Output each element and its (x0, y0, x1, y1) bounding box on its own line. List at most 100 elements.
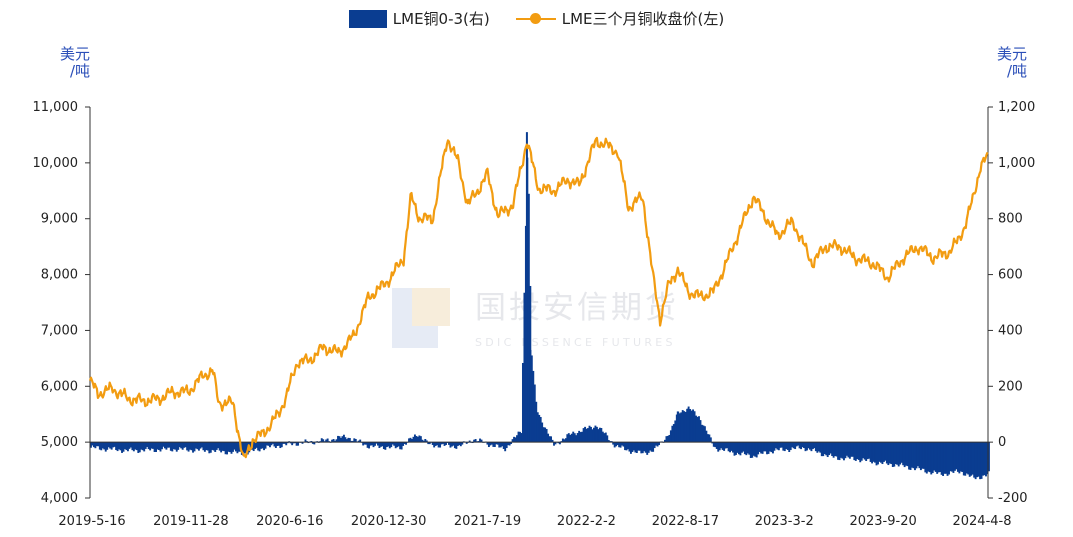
spread-bar (915, 442, 918, 469)
spread-bar (816, 442, 819, 453)
spread-bar (798, 442, 801, 449)
spread-bar (409, 437, 412, 443)
spread-bar (609, 441, 612, 443)
spread-bar (378, 442, 381, 449)
spread-bar (273, 442, 276, 447)
spread-bar (859, 442, 862, 463)
spread-bar (322, 439, 325, 443)
spread-bar (279, 442, 282, 449)
spread-bar (829, 442, 832, 454)
spread-bar (693, 411, 696, 443)
spread-bar (548, 436, 551, 443)
spread-bar (554, 442, 557, 445)
spread-bar (524, 225, 527, 443)
spread-bar (192, 442, 194, 453)
spread-bar (702, 425, 705, 443)
spread-bar (942, 442, 945, 476)
spread-bar (785, 442, 788, 450)
spread-bar (264, 442, 267, 449)
spread-bar (658, 442, 660, 446)
spread-bar (422, 440, 425, 443)
spread-bar (757, 442, 760, 455)
spread-bar (134, 442, 137, 450)
spread-bar (723, 442, 726, 451)
spread-bar (763, 442, 766, 452)
spread-bar (653, 442, 656, 449)
spread-bar (337, 435, 339, 443)
spread-bar (433, 442, 436, 448)
spread-bar (979, 442, 982, 480)
spread-bar (224, 442, 227, 455)
spread-bar (946, 442, 949, 476)
spread-bar (592, 427, 595, 443)
spread-bar (286, 442, 289, 444)
spread-bar (434, 442, 437, 446)
spread-bar (411, 438, 413, 443)
spread-bar (729, 442, 732, 453)
spread-bar (560, 441, 563, 443)
spread-bar (505, 442, 508, 449)
spread-bar (399, 442, 402, 450)
spread-bar (174, 442, 177, 450)
spread-bar (905, 442, 908, 466)
spread-bar (563, 439, 566, 443)
spread-bar (101, 442, 104, 449)
spread-bar (143, 442, 146, 452)
spread-bar (561, 438, 564, 443)
spread-bar (803, 442, 805, 449)
spread-bar (967, 442, 970, 475)
spread-bar (776, 442, 779, 450)
spread-bar (622, 442, 625, 447)
spread-bar (896, 442, 899, 465)
spread-bar (843, 442, 845, 461)
spread-bar (570, 433, 573, 443)
spread-bar (541, 422, 544, 443)
spread-bar-peak (687, 408, 690, 443)
spread-bar (347, 437, 350, 443)
spread-bar (613, 442, 616, 448)
x-tick-label: 2022-8-17 (652, 514, 719, 529)
spread-bar (455, 442, 458, 449)
spread-bar (936, 442, 939, 474)
spread-bar (590, 426, 592, 443)
spread-bar (761, 442, 764, 454)
spread-bar (797, 442, 800, 446)
spread-bar (397, 442, 400, 447)
spread-bar (103, 442, 106, 450)
spread-bar (418, 435, 421, 443)
spread-bar (955, 442, 958, 470)
x-tick-label: 2020-12-30 (351, 514, 427, 529)
spread-bar (107, 442, 110, 448)
spread-bar (899, 442, 902, 465)
spread-bar (732, 442, 734, 453)
spread-bar (683, 411, 686, 443)
spread-bar (885, 442, 888, 464)
spread-bar (338, 436, 341, 443)
spread-bar (740, 442, 743, 453)
spread-bar (831, 442, 834, 457)
spread-bar (624, 442, 626, 451)
spread-bar (221, 442, 224, 451)
spread-bar (689, 409, 692, 443)
spread-bar (310, 441, 313, 443)
spread-bar (545, 428, 548, 443)
spread-bar (245, 442, 248, 454)
spread-bar (140, 442, 143, 450)
spread-bar (168, 442, 171, 448)
spread-bar (647, 442, 650, 453)
spread-bar (427, 442, 430, 445)
spread-bar (627, 442, 629, 450)
spread-bar (132, 442, 135, 452)
spread-bar (909, 442, 912, 470)
spread-bar (203, 442, 206, 452)
spread-bar (900, 442, 903, 463)
spread-bar (297, 442, 300, 446)
spread-bar (172, 442, 175, 450)
spread-bar (175, 442, 178, 452)
spread-bar (930, 442, 933, 475)
spread-bar (705, 430, 708, 443)
right-tick-label: 800 (998, 212, 1023, 227)
spread-bar (931, 442, 934, 474)
spread-bar (305, 441, 308, 443)
